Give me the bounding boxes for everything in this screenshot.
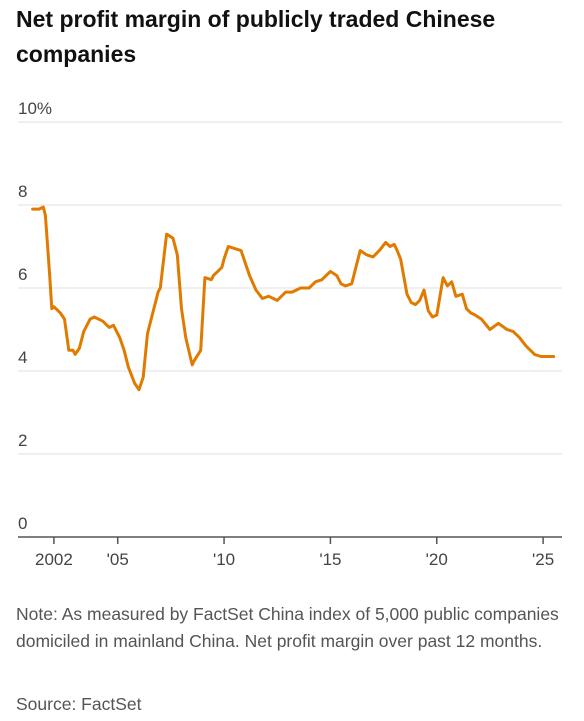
y-axis-ticks: 10% 8 6 4 2 0 <box>18 99 52 533</box>
y-tick-label: 0 <box>18 514 27 533</box>
chart-source: Source: FactSet <box>16 694 142 714</box>
y-tick-label: 8 <box>18 182 27 201</box>
x-axis-ticks: 2002 '05 '10 '15 '20 '25 <box>35 537 554 569</box>
gridlines <box>18 121 562 455</box>
chart-note: Note: As measured by FactSet China index… <box>16 604 559 651</box>
y-tick-label: 10% <box>18 99 52 118</box>
x-tick-label: 2002 <box>35 550 73 569</box>
x-tick-label: '20 <box>426 550 448 569</box>
y-tick-label: 4 <box>18 348 27 367</box>
net-profit-margin-line <box>31 205 556 392</box>
chart-title: Net profit margin of publicly traded Chi… <box>16 6 496 67</box>
y-tick-label: 6 <box>18 265 27 284</box>
x-tick-label: '15 <box>319 550 341 569</box>
line-chart: 10% 8 6 4 2 0 2002 '05 '10 '15 '20 '25 <box>18 99 562 569</box>
x-tick-label: '25 <box>532 550 554 569</box>
y-tick-label: 2 <box>18 431 27 450</box>
x-tick-label: '05 <box>107 550 129 569</box>
x-tick-label: '10 <box>213 550 235 569</box>
